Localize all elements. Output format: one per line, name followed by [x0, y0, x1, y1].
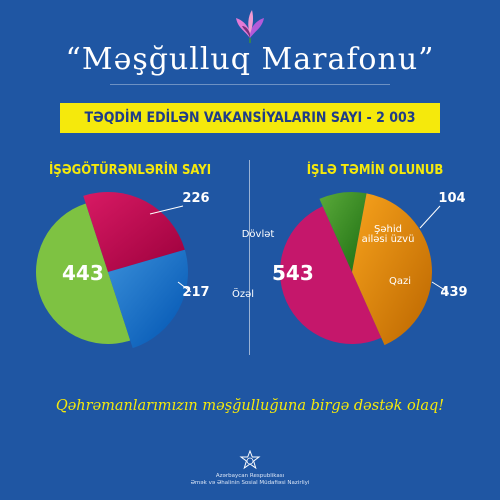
- title-underline: [110, 84, 390, 85]
- slice-label-2-2: Qazi: [389, 276, 411, 287]
- slice-value-2-1: 104: [438, 191, 465, 206]
- pie-slice-2-1: [319, 192, 367, 272]
- pie-slice-2-0: [280, 206, 382, 344]
- slice-label-1-2: Özəl: [232, 287, 254, 300]
- leader-line-2-1: [419, 205, 441, 229]
- vacancies-banner: TƏQDİM EDİLƏN VAKANSİYALARIN SAYI - 2 00…: [60, 103, 440, 133]
- slice-value-1-2: 217: [182, 285, 209, 300]
- leader-line-2-2: [431, 281, 449, 293]
- pie-slice-2-2: [352, 193, 433, 346]
- slogan-text: Qəhrəmanlarımızın məşğulluğuna birgə dəs…: [55, 398, 445, 414]
- ministry-line-1: Azərbaycan Respublikası: [215, 473, 285, 479]
- ministry-emblem-icon: [239, 450, 261, 470]
- ministry-name: Azərbaycan Respublikası Əmək və Əhalinin…: [0, 473, 500, 487]
- slice-label-1-1: Dövlət: [242, 229, 275, 240]
- ministry-line-2: Əmək və Əhalinin Sosial Müdafiəsi Nazirl…: [190, 480, 310, 486]
- slice-value-1-0: 443: [62, 261, 104, 285]
- chart-title-employed: İŞLƏ TƏMİN OLUNUB: [306, 163, 444, 178]
- slice-value-2-2: 439: [440, 285, 467, 300]
- pie-slice-1-2: [108, 249, 188, 349]
- slice-value-1-1: 226: [182, 191, 209, 206]
- pie-chart-1: 443 Dövlət 226 Özəl 217: [36, 191, 275, 349]
- leader-line-1-2: [177, 281, 192, 293]
- slice-value-2-0: 543: [272, 261, 314, 285]
- slice-label-2-1: Şəhid ailəsi üzvü: [362, 224, 415, 245]
- vertical-divider: [249, 160, 250, 355]
- pie-slice-1-0: [36, 203, 131, 344]
- pie-chart-2: 543 Şəhid ailəsi üzvü 104 Qazi 439: [272, 191, 468, 346]
- chart-title-employers: İŞƏGÖTÜRƏNLƏRİN SAYI: [48, 163, 212, 178]
- leader-line-1-1: [149, 205, 184, 215]
- flower-logo-icon: [236, 10, 264, 43]
- page-title: “Məşğulluq Marafonu”: [65, 42, 435, 77]
